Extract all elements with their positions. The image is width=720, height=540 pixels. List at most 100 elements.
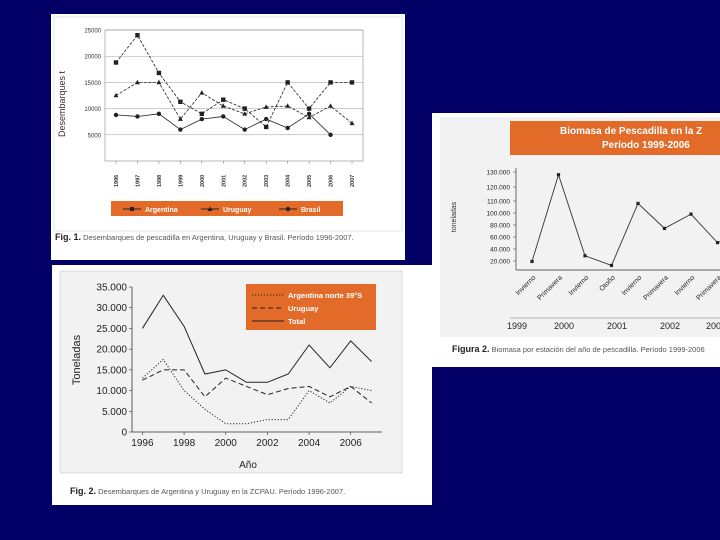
data-point-argentina bbox=[221, 97, 226, 102]
y-tick-label: 80.000 bbox=[490, 223, 510, 230]
x-tick-label: 2006 bbox=[329, 175, 335, 187]
data-point-argentina bbox=[156, 70, 162, 76]
data-point-brasil bbox=[199, 116, 205, 122]
caption-text: Biomasa por estación del año de pescadil… bbox=[491, 345, 705, 354]
data-point-argentina bbox=[349, 80, 355, 85]
y-tick-label: 25000 bbox=[84, 29, 101, 35]
year-label: 2002 bbox=[660, 321, 680, 331]
x-tick-label: 2007 bbox=[350, 175, 356, 187]
data-point-uruguay bbox=[199, 90, 205, 95]
landings-chart-fig1: Desembarques t 500010000150002000025000 … bbox=[53, 16, 403, 232]
data-point-uruguay bbox=[242, 111, 248, 116]
landings-chart-fig2: Toneladas Año 0 5.000 10.000 15.000 20.000 25… bbox=[59, 270, 403, 474]
biomass-caption: Figura 2. Biomasa por estación del año d… bbox=[452, 344, 720, 355]
year-label: 2000 bbox=[554, 321, 574, 331]
x-tick-label: 2004 bbox=[286, 174, 292, 187]
legend-marker bbox=[207, 206, 213, 211]
y-tick-label: 0 bbox=[121, 428, 127, 439]
data-point-argentina bbox=[328, 80, 333, 85]
data-point-argentina bbox=[135, 33, 140, 38]
figure-2-caption: Fig. 2. Desembarques de Argentina y Urug… bbox=[70, 487, 426, 497]
x-tick-label: 1998 bbox=[157, 175, 163, 187]
biomass-chart: Biomasa de Pescadilla en la Z Período 19… bbox=[440, 117, 720, 337]
y-tick-label: 110.000 bbox=[487, 199, 510, 206]
y-tick-label: 5000 bbox=[88, 133, 102, 139]
legend: Argentina norte 39°S Uruguay Total bbox=[246, 284, 376, 330]
figure-2-panel: Toneladas Año 0 5.000 10.000 15.000 20.000 25… bbox=[52, 265, 432, 505]
data-point-argentina bbox=[178, 99, 183, 104]
x-tick-label: 2000 bbox=[200, 175, 206, 187]
chart-title: Biomasa de Pescadilla en la Z bbox=[560, 126, 702, 137]
chart-frame bbox=[53, 16, 403, 232]
caption-text: Desembarques de Argentina y Uruguay en l… bbox=[98, 487, 346, 496]
x-tick-label: 2002 bbox=[256, 438, 279, 449]
data-point-brasil bbox=[135, 114, 140, 119]
data-point-argentina bbox=[306, 106, 312, 111]
x-tick-label: 2004 bbox=[298, 438, 321, 449]
data-point-uruguay bbox=[306, 114, 312, 120]
y-tick-label: 130.000 bbox=[487, 170, 511, 177]
data-point-uruguay bbox=[220, 103, 226, 108]
legend-label: Argentina norte 39°S bbox=[288, 291, 362, 300]
y-tick-label: 5.000 bbox=[102, 407, 127, 418]
y-axis-label: toneladas bbox=[451, 201, 458, 232]
y-axis-label: Toneladas bbox=[71, 334, 83, 385]
data-point-argentina bbox=[242, 106, 247, 111]
figure-1-panel: Desembarques t 5000 10000 15000 20000 25000 … bbox=[51, 14, 405, 260]
legend-label: Argentina bbox=[145, 207, 178, 214]
y-tick-label: 20.000 bbox=[96, 345, 127, 356]
data-point-brasil bbox=[156, 111, 162, 117]
caption-label: Fig. 1. bbox=[55, 232, 82, 242]
data-point-argentina bbox=[285, 80, 290, 85]
data-point bbox=[689, 212, 693, 216]
y-tick-label: 60.000 bbox=[490, 235, 510, 242]
legend-box bbox=[111, 201, 343, 216]
legend-label: Uruguay bbox=[288, 304, 319, 313]
data-point-uruguay bbox=[156, 79, 162, 85]
data-point-uruguay bbox=[177, 116, 183, 121]
caption-text: Desembarques de pescadilla en Argentina,… bbox=[83, 233, 354, 242]
x-tick-label: 1996 bbox=[131, 438, 154, 449]
data-point bbox=[662, 226, 667, 230]
year-label: 2001 bbox=[607, 321, 627, 331]
y-tick-label: 20.000 bbox=[490, 259, 510, 266]
data-point bbox=[530, 259, 534, 264]
biomass-figure-panel: Biomasa de Pescadilla en la Z Período 19… bbox=[432, 113, 720, 367]
data-point-uruguay bbox=[134, 79, 140, 85]
data-point-uruguay bbox=[349, 120, 355, 126]
series-line-argentina bbox=[115, 34, 352, 128]
year-label: 1999 bbox=[507, 321, 527, 331]
x-tick-label: 2005 bbox=[307, 175, 313, 187]
legend-box bbox=[246, 284, 376, 330]
title-box bbox=[510, 121, 720, 155]
figure-1-caption: Fig. 1. Desembarques de pescadilla en Ar… bbox=[55, 232, 399, 243]
series-line bbox=[142, 369, 372, 404]
x-tick-label: 2006 bbox=[340, 438, 363, 449]
x-tick-label: 1998 bbox=[173, 438, 196, 449]
caption-label: Figura 2. bbox=[452, 344, 490, 354]
y-tick-label: 15.000 bbox=[96, 365, 127, 376]
data-point-argentina bbox=[263, 124, 269, 130]
data-point-argentina bbox=[113, 60, 119, 65]
x-axis-label: Año bbox=[239, 460, 257, 471]
data-point-brasil bbox=[328, 132, 333, 137]
data-point bbox=[556, 173, 561, 177]
y-tick-label: 30.000 bbox=[96, 303, 127, 314]
x-tick-label: 1996 bbox=[114, 175, 120, 187]
series-line-uruguay bbox=[115, 82, 353, 124]
x-tick-label: 2000 bbox=[215, 438, 238, 449]
legend-marker bbox=[130, 207, 134, 211]
data-point-uruguay bbox=[263, 104, 269, 109]
series-line bbox=[142, 358, 372, 425]
y-tick-label: 10.000 bbox=[96, 386, 127, 397]
data-point bbox=[636, 201, 640, 206]
data-point-brasil bbox=[306, 111, 312, 117]
data-point-uruguay bbox=[113, 92, 119, 98]
series-line bbox=[141, 294, 372, 383]
data-point-uruguay bbox=[285, 103, 291, 108]
y-tick-label: 20000 bbox=[84, 55, 101, 61]
year-label: 200 bbox=[706, 321, 720, 331]
x-tick-label: 2003 bbox=[264, 175, 270, 187]
data-point-brasil bbox=[263, 116, 269, 122]
legend-label: Brasil bbox=[301, 207, 321, 214]
